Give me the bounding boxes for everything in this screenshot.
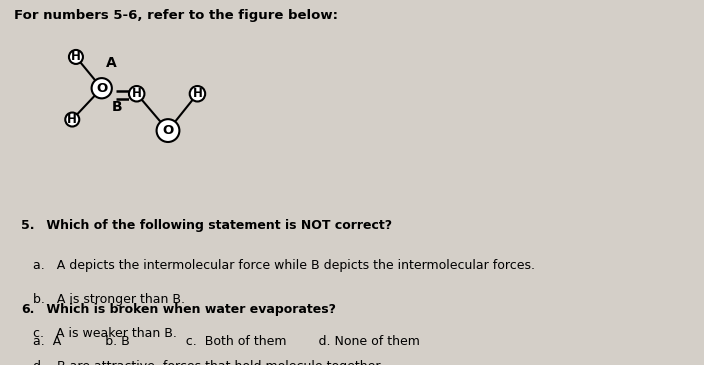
Circle shape [189,86,205,101]
Text: a.   A depicts the intermolecular force while B depicts the intermolecular force: a. A depicts the intermolecular force wh… [21,259,535,272]
Circle shape [65,112,80,127]
Text: O: O [163,124,174,137]
Text: Which of the following statement is NOT correct?: Which of the following statement is NOT … [42,219,391,233]
Text: H: H [192,87,202,100]
Text: B: B [112,100,122,114]
Text: b.   A is stronger than B.: b. A is stronger than B. [21,293,185,306]
Text: d.   B are attractive  forces that hold molecule together.: d. B are attractive forces that hold mol… [21,360,383,365]
Text: O: O [96,82,107,95]
Circle shape [156,119,180,142]
Text: H: H [132,87,142,100]
Text: a.  A           b. B              c.  Both of them        d. None of them: a. A b. B c. Both of them d. None of the… [21,335,420,349]
Circle shape [92,78,112,98]
Text: 5.: 5. [21,219,34,233]
Text: Which is broken when water evaporates?: Which is broken when water evaporates? [42,303,336,316]
Text: For numbers 5-6, refer to the figure below:: For numbers 5-6, refer to the figure bel… [14,9,338,22]
Text: H: H [71,50,81,64]
Text: H: H [68,113,77,126]
Circle shape [129,86,144,101]
Text: A: A [106,56,116,70]
Text: c.   A is weaker than B.: c. A is weaker than B. [21,327,177,340]
Circle shape [69,50,83,64]
Text: 6.: 6. [21,303,34,316]
